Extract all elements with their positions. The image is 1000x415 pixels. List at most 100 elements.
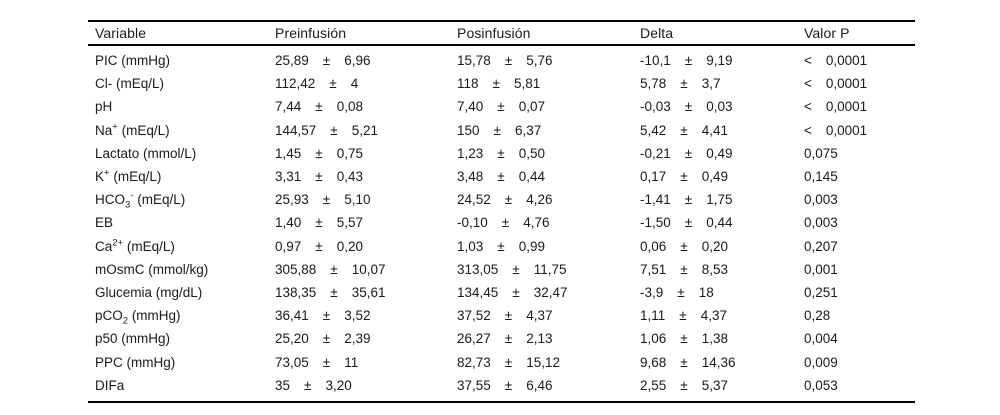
variable-cell: Glucemia (mg/dL) bbox=[88, 285, 275, 300]
pvalue-cell: 0,001 bbox=[804, 262, 915, 277]
preinfusion-cell: 3,31 ±0,43 bbox=[275, 169, 457, 184]
delta-sd: 0,03 bbox=[706, 99, 733, 115]
preinfusion-mean: 144,57 bbox=[275, 122, 317, 138]
p-value: 0,0001 bbox=[825, 76, 868, 92]
variable-cell: mOsmC (mmol/kg) bbox=[88, 262, 275, 277]
posinfusion-sd: 32,47 bbox=[533, 284, 568, 300]
p-value: 0,207 bbox=[804, 238, 838, 254]
preinfusion-mean: 7,44 bbox=[275, 99, 302, 115]
plus-minus-sign: ± bbox=[504, 192, 513, 208]
delta-sd: 0,49 bbox=[701, 169, 728, 185]
variable-label: Na bbox=[95, 122, 113, 138]
variable-label: PPC (mmHg) bbox=[95, 354, 176, 370]
variable-cell: PPC (mmHg) bbox=[88, 355, 275, 370]
p-value: 0,003 bbox=[804, 215, 838, 231]
table-row: PIC (mmHg) 25,89 ±6,96 15,78 ±5,76 -10,1 ±9… bbox=[88, 49, 915, 72]
plus-minus-sign: ± bbox=[684, 145, 693, 161]
variable-label: K bbox=[95, 169, 105, 185]
delta-cell: -10,1 ±9,19 bbox=[640, 53, 804, 68]
posinfusion-cell: 313,05 ±11,75 bbox=[457, 262, 640, 277]
pvalue-cell: 0,207 bbox=[804, 239, 915, 254]
posinfusion-mean: 313,05 bbox=[457, 261, 499, 277]
plus-minus-sign: ± bbox=[501, 215, 510, 231]
pvalue-cell: 0,053 bbox=[804, 378, 915, 393]
posinfusion-cell: -0,10 ±4,76 bbox=[457, 215, 640, 230]
p-value: 0,053 bbox=[804, 377, 838, 393]
pvalue-cell: <0,0001 bbox=[804, 76, 915, 91]
posinfusion-sd: 4,26 bbox=[526, 192, 553, 208]
posinfusion-mean: 134,45 bbox=[457, 284, 499, 300]
delta-cell: -0,21 ±0,49 bbox=[640, 146, 804, 161]
variable-label: DIFa bbox=[95, 377, 125, 393]
posinfusion-cell: 134,45 ±32,47 bbox=[457, 285, 640, 300]
posinfusion-sd: 0,99 bbox=[518, 238, 545, 254]
variable-superscript: + bbox=[104, 167, 110, 179]
delta-cell: 1,06 ±1,38 bbox=[640, 331, 804, 346]
pvalue-cell: <0,0001 bbox=[804, 99, 915, 114]
delta-sd: 1,75 bbox=[706, 192, 733, 208]
plus-minus-sign: ± bbox=[322, 53, 331, 69]
posinfusion-mean: 7,40 bbox=[457, 99, 484, 115]
posinfusion-cell: 7,40 ±0,07 bbox=[457, 99, 640, 114]
plus-minus-sign: ± bbox=[330, 261, 338, 277]
variable-cell: Na+ (mEq/L) bbox=[88, 122, 275, 138]
plus-minus-sign: ± bbox=[315, 215, 323, 231]
variable-superscript: - bbox=[130, 190, 134, 202]
posinfusion-mean: 118 bbox=[457, 76, 479, 92]
posinfusion-sd: 15,12 bbox=[526, 354, 561, 370]
posinfusion-cell: 3,48 ±0,44 bbox=[457, 169, 640, 184]
table-row: PPC (mmHg) 73,05 ±11 82,73 ±15,12 9,68 ±14,… bbox=[88, 350, 915, 373]
pvalue-cell: 0,075 bbox=[804, 146, 915, 161]
p-value: 0,145 bbox=[804, 169, 838, 185]
delta-sd: 0,49 bbox=[706, 145, 733, 161]
plus-minus-sign: ± bbox=[315, 238, 323, 254]
plus-minus-sign: ± bbox=[497, 99, 505, 115]
posinfusion-cell: 15,78 ±5,76 bbox=[457, 53, 640, 68]
table-row: p50 (mmHg) 25,20 ±2,39 26,27 ±2,13 1,06 ±1,… bbox=[88, 327, 915, 350]
preinfusion-sd: 6,96 bbox=[344, 53, 371, 69]
delta-cell: 5,42 ±4,41 bbox=[640, 123, 804, 138]
preinfusion-sd: 0,43 bbox=[336, 169, 363, 185]
variable-cell: Lactato (mmol/L) bbox=[88, 146, 275, 161]
posinfusion-mean: 37,55 bbox=[457, 377, 491, 393]
plus-minus-sign: ± bbox=[330, 284, 338, 300]
variable-cell: Ca2+ (mEq/L) bbox=[88, 237, 275, 254]
column-header-preinfusion: Preinfusión bbox=[275, 25, 347, 41]
preinfusion-cell: 25,93 ±5,10 bbox=[275, 192, 457, 207]
plus-minus-sign: ± bbox=[497, 238, 505, 254]
variable-superscript: 2+ bbox=[112, 237, 124, 249]
delta-mean: 5,78 bbox=[640, 76, 667, 92]
column-header-delta: Delta bbox=[640, 25, 674, 41]
variable-label: pH bbox=[95, 99, 113, 115]
delta-mean: 9,68 bbox=[640, 354, 667, 370]
delta-sd: 4,41 bbox=[701, 122, 728, 138]
posinfusion-mean: 15,78 bbox=[457, 53, 491, 69]
table-row: pH 7,44 ±0,08 7,40 ±0,07 -0,03 ±0,03 <0,000… bbox=[88, 95, 915, 118]
posinfusion-mean: 24,52 bbox=[457, 192, 491, 208]
plus-minus-sign: ± bbox=[512, 261, 520, 277]
preinfusion-mean: 0,97 bbox=[275, 238, 302, 254]
variable-label: p50 (mmHg) bbox=[95, 331, 171, 347]
p-value: 0,0001 bbox=[825, 99, 868, 115]
delta-mean: -10,1 bbox=[640, 53, 671, 69]
delta-mean: 7,51 bbox=[640, 261, 667, 277]
delta-mean: 0,17 bbox=[640, 169, 667, 185]
variable-label: Glucemia (mg/dL) bbox=[95, 284, 203, 300]
table-row: K+ (mEq/L) 3,31 ±0,43 3,48 ±0,44 0,17 ±0,49… bbox=[88, 165, 915, 188]
variable-cell: DIFa bbox=[88, 378, 275, 393]
delta-cell: 7,51 ±8,53 bbox=[640, 262, 804, 277]
posinfusion-cell: 26,27 ±2,13 bbox=[457, 331, 640, 346]
variable-subscript: 2 bbox=[122, 315, 129, 327]
posinfusion-mean: 26,27 bbox=[457, 331, 491, 347]
posinfusion-sd: 5,81 bbox=[513, 76, 541, 92]
delta-sd: 3,7 bbox=[701, 76, 721, 92]
delta-cell: 0,06 ±0,20 bbox=[640, 239, 804, 254]
plus-minus-sign: ± bbox=[330, 122, 338, 138]
p-value: 0,001 bbox=[804, 261, 838, 277]
plus-minus-sign: ± bbox=[684, 99, 693, 115]
column-header-variable: Variable bbox=[95, 25, 147, 41]
delta-cell: -1,41 ±1,75 bbox=[640, 192, 804, 207]
preinfusion-mean: 73,05 bbox=[275, 354, 309, 370]
posinfusion-sd: 6,46 bbox=[526, 377, 553, 393]
table-row: Glucemia (mg/dL) 138,35 ±35,61 134,45 ±32,… bbox=[88, 281, 915, 304]
